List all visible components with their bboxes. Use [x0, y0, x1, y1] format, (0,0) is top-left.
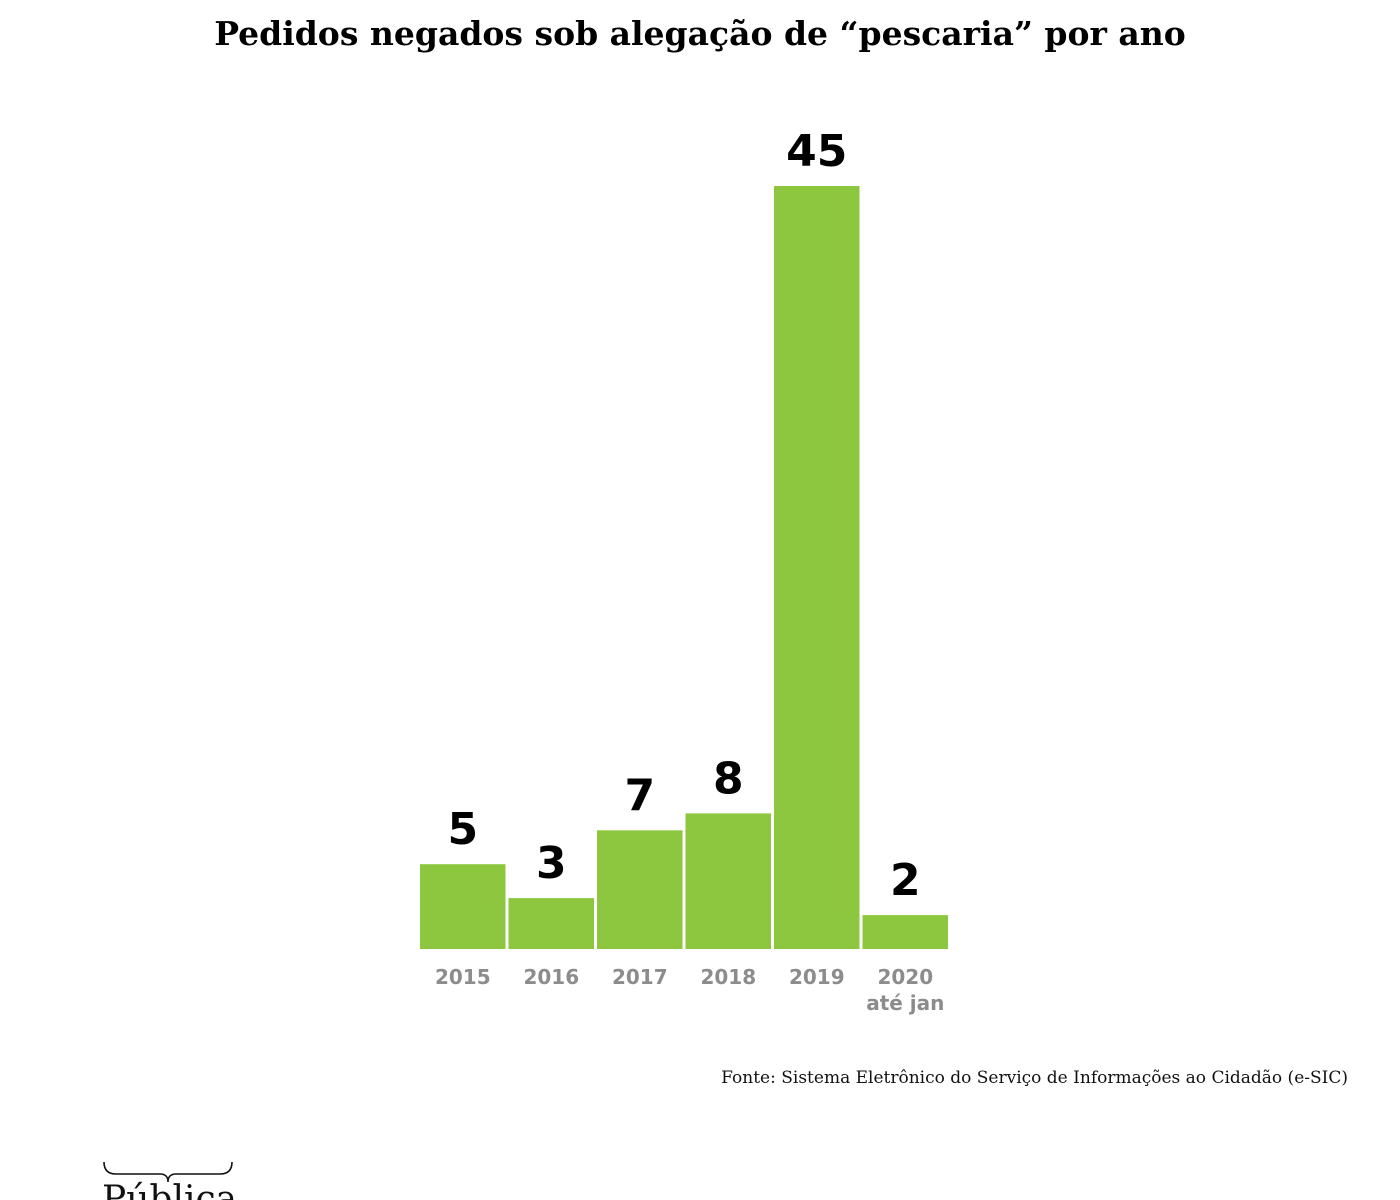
- bar-2020: [862, 915, 948, 949]
- bars-group: [420, 186, 948, 949]
- bar-2017: [597, 830, 683, 949]
- x-tick-label-2018: 2018: [700, 965, 756, 989]
- data-label-2015: 5: [447, 804, 478, 855]
- data-label-2020: 2: [890, 855, 921, 906]
- x-tick-label-2016: 2016: [523, 965, 579, 989]
- x-tick-label-2020: 2020: [877, 965, 933, 989]
- bar-2015: [420, 864, 506, 949]
- bar-2016: [508, 898, 594, 949]
- source-note: Fonte: Sistema Eletrônico do Serviço de …: [721, 1068, 1348, 1088]
- bar-2018: [685, 813, 771, 949]
- bar-2019: [774, 186, 860, 949]
- x-tick-label-2020-line2: até jan: [866, 991, 944, 1015]
- logo-wordmark: Pública: [102, 1179, 238, 1200]
- brace-icon: [103, 1162, 233, 1182]
- x-tick-label-2019: 2019: [789, 965, 845, 989]
- value-labels-group: 5 3 7 8 45 2: [447, 126, 920, 906]
- data-label-2019: 45: [786, 126, 847, 177]
- data-label-2018: 8: [713, 753, 744, 804]
- chart-title: Pedidos negados sob alegação de “pescari…: [214, 14, 1186, 53]
- data-label-2016: 3: [536, 838, 567, 889]
- publisher-logo: Pública: [100, 1160, 240, 1200]
- x-tick-label-2015: 2015: [435, 965, 491, 989]
- data-label-2017: 7: [624, 770, 655, 821]
- x-tick-label-2017: 2017: [612, 965, 668, 989]
